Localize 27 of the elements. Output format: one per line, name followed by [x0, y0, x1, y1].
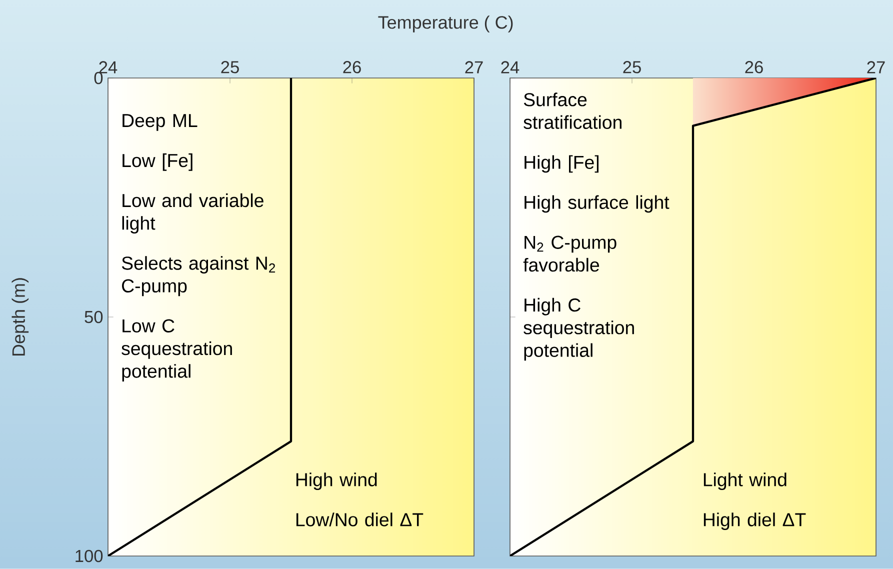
text: Selects against N$_{2}$ C-pump: [122, 256, 276, 296]
x-tick-label: 24: [501, 61, 520, 74]
y-tick-label: 100: [76, 550, 103, 562]
annotation: High surface light: [524, 195, 670, 213]
x-tick-label: 26: [745, 61, 763, 74]
annotation: High C sequestration potential: [524, 298, 634, 361]
y-tick-label: 0: [94, 72, 103, 84]
annotation: Deep ML: [122, 114, 198, 131]
annotation: Low [Fe]: [122, 153, 192, 171]
annotation: Low C sequestration potential: [122, 319, 232, 382]
annotation: Low and variable light: [122, 193, 264, 234]
x-tick-label: 24: [99, 61, 118, 74]
annotation: Light wind: [704, 472, 786, 490]
annotation: Low/No diel ΔT: [296, 512, 424, 526]
annotation: Surface stratification: [524, 92, 622, 129]
x-tick-label: 26: [343, 61, 361, 74]
annotation: High [Fe]: [524, 155, 598, 173]
x-tick-label: 25: [221, 61, 239, 74]
annotation: High wind: [296, 472, 377, 490]
x-tick-label: 27: [867, 61, 885, 74]
annotation: N$_{2}$ C-pump favorable: [523, 236, 616, 272]
x-tick-label: 27: [465, 61, 483, 74]
annotation: High diel ΔT: [704, 512, 806, 530]
x-tick-label: 25: [623, 61, 641, 74]
y-tick-label: 50: [84, 310, 103, 324]
x-axis-title: Temperature ( C): [378, 16, 513, 32]
y-axis-title: Depth (m): [12, 278, 29, 356]
